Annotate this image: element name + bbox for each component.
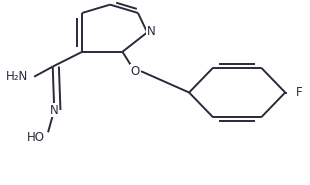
Text: HO: HO xyxy=(27,131,45,144)
Text: N: N xyxy=(50,104,59,117)
Text: N: N xyxy=(147,25,156,38)
Text: F: F xyxy=(296,86,303,99)
Text: O: O xyxy=(130,65,140,78)
Text: H₂N: H₂N xyxy=(6,70,28,83)
